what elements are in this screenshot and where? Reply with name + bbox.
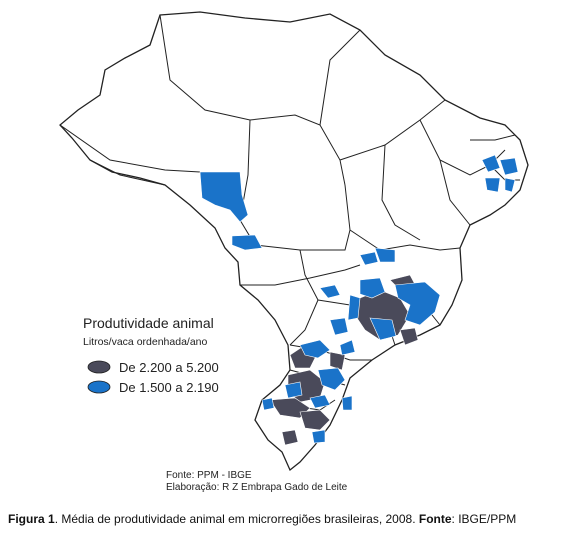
brazil-map: Produtividade animal Litros/vaca ordenha… [59,11,529,493]
caption-text: . Média de produtividade animal em micro… [54,512,419,526]
source-line-1: Fonte: PPM - IBGE [166,470,252,481]
caption-source-text: : IBGE/PPM [451,512,517,526]
legend-swatch-high [87,360,111,374]
legend-title: Produtividade animal [83,315,214,331]
legend-item-medium-label: De 1.500 a 2.190 [119,380,219,395]
caption-source-label: Fonte [418,512,452,526]
legend-subtitle: Litros/vaca ordenhada/ano [83,336,207,348]
legend-swatch-medium [87,380,111,394]
caption-label: Figura 1 [8,512,55,526]
source-note: Fonte: PPM - IBGE Elaboração: R Z Embrap… [166,470,348,493]
legend: Produtividade animal Litros/vaca ordenha… [83,315,219,395]
figure-caption: Figura 1. Média de produtividade animal … [8,512,568,526]
source-line-2: Elaboração: R Z Embrapa Gado de Leite [166,482,348,493]
legend-item-high-label: De 2.200 a 5.200 [119,360,219,375]
regions-medium [199,154,519,444]
